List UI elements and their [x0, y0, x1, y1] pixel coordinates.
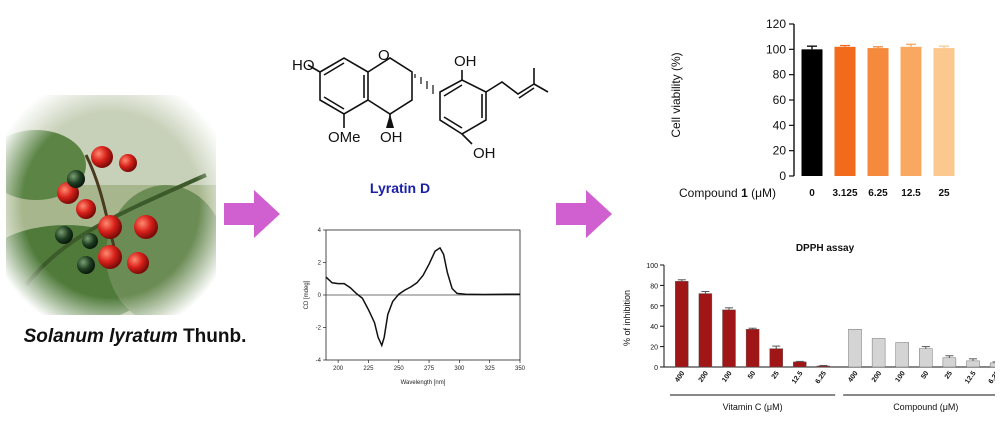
cd-xtick-label: 225 [363, 366, 374, 372]
dpph-category-label: 100 [721, 370, 733, 384]
viability-ytick-label: 60 [773, 93, 787, 107]
hydroxyl-left-label: HO [292, 57, 315, 74]
dpph-bar [745, 329, 760, 368]
dpph-bar [942, 357, 957, 368]
dpph-group-label: Compound (μM) [893, 402, 958, 412]
dpph-ytick-label: 100 [646, 263, 658, 270]
dpph-title: DPPH assay [796, 243, 855, 254]
plant-photo [0, 95, 226, 325]
dpph-category-label: 100 [894, 370, 906, 384]
cd-curve [325, 246, 520, 348]
cd-xlabel: Wavelength [nm] [401, 380, 446, 386]
ring-oxygen-label: O [378, 47, 390, 64]
dpph-bar [966, 360, 980, 368]
dpph-bar [793, 361, 807, 368]
viability-category-label: 12.5 [901, 188, 921, 199]
dpph-bar [895, 342, 909, 368]
dpph-bar [675, 281, 689, 368]
hydroxyl-right-label: OH [473, 145, 496, 162]
dpph-category-label: 25 [944, 370, 954, 380]
cd-ylabel: CD [mdeg] [304, 280, 310, 309]
plant-genus-label: Solanum lyratum [23, 326, 178, 347]
viability-category-label: 0 [809, 188, 815, 199]
dpph-bar [919, 348, 933, 368]
viability-bar [867, 48, 889, 176]
viability-ytick-label: 20 [773, 144, 787, 158]
cd-spectrum-panel: 4 2 0 -2 -4 200 225 250 275 300 325 350 CD [mdeg] … [300, 222, 532, 394]
dpph-ylabel: % of inhibition [622, 290, 632, 346]
dpph-bar [816, 365, 831, 368]
viability-bar [933, 48, 955, 176]
dpph-bar [871, 338, 886, 368]
dpph-category-label: 6.25 [814, 370, 828, 385]
hydroxyl-top-label: OH [454, 53, 477, 70]
dpph-category-label: 25 [771, 370, 781, 380]
cd-ytick-label: 2 [318, 261, 322, 267]
viability-bar [801, 49, 823, 177]
dpph-group-label: Vitamin C (μM) [723, 402, 783, 412]
cd-ytick-label: 4 [318, 228, 322, 234]
dpph-category-label: 400 [674, 370, 686, 384]
dpph-ytick-label: 60 [650, 304, 658, 311]
methoxy-label: OMe [328, 129, 361, 146]
dpph-ytick-label: 40 [650, 324, 658, 331]
viability-bar [834, 46, 856, 176]
plant-caption: Solanum lyratum Thunb. [10, 326, 260, 348]
cd-ytick-label: -4 [316, 358, 322, 364]
dpph-category-label: 12.5 [964, 370, 978, 385]
dpph-category-label: 6.25 [988, 370, 995, 385]
cd-xtick-label: 275 [424, 366, 435, 372]
viability-category-label: 3.125 [832, 188, 857, 199]
dpph-bar [989, 362, 1000, 368]
cd-xtick-label: 250 [394, 366, 405, 372]
dpph-assay-chart: DPPH assay % of inhibition 0 20 40 60 80 100 … [620, 235, 1000, 420]
dpph-bar [848, 329, 862, 368]
dpph-ytick-label: 20 [650, 345, 658, 352]
viability-ytick-label: 0 [779, 169, 786, 183]
dpph-bar [769, 348, 783, 368]
viability-ytick-label: 40 [773, 118, 787, 132]
cd-xtick-label: 300 [454, 366, 465, 372]
viability-ytick-label: 100 [766, 42, 786, 56]
dpph-category-label: 50 [747, 370, 757, 380]
viability-ytick-label: 80 [773, 68, 787, 82]
viability-ylabel: Cell viability (%) [669, 52, 683, 137]
dpph-category-label: 200 [698, 370, 710, 384]
right-arrow-icon [556, 190, 612, 238]
cd-xtick-label: 350 [515, 366, 526, 372]
dpph-ytick-label: 0 [654, 365, 658, 372]
dpph-bar [698, 293, 713, 368]
viability-bar [900, 46, 922, 176]
dpph-category-label: 200 [871, 370, 883, 384]
cell-viability-chart: Cell viability (%) 0 20 40 60 80 100 120 0 3.12… [666, 10, 976, 205]
dpph-bar [722, 309, 736, 368]
cd-xtick-label: 200 [333, 366, 344, 372]
plant-author-label: Thunb. [183, 326, 247, 347]
lyratin-d-structure: HO O OH OMe OH OH [290, 42, 550, 192]
viability-ytick-label: 120 [766, 17, 786, 31]
dpph-category-label: 12.5 [791, 370, 805, 385]
hydroxyl-mid-label: OH [380, 129, 403, 146]
dpph-category-label: 400 [847, 370, 859, 384]
compound-name: Lyratin D [369, 180, 431, 196]
viability-category-label: 6.25 [868, 188, 888, 199]
dpph-category-label: 50 [920, 370, 930, 380]
cd-ytick-label: 0 [318, 293, 322, 299]
dpph-ytick-label: 80 [650, 283, 658, 290]
viability-category-label: 25 [938, 188, 950, 199]
cd-xtick-label: 325 [485, 366, 496, 372]
right-arrow-icon [224, 190, 280, 238]
viability-xlabel: Compound 1 (μM) [679, 186, 776, 200]
cd-ytick-label: -2 [316, 326, 322, 332]
